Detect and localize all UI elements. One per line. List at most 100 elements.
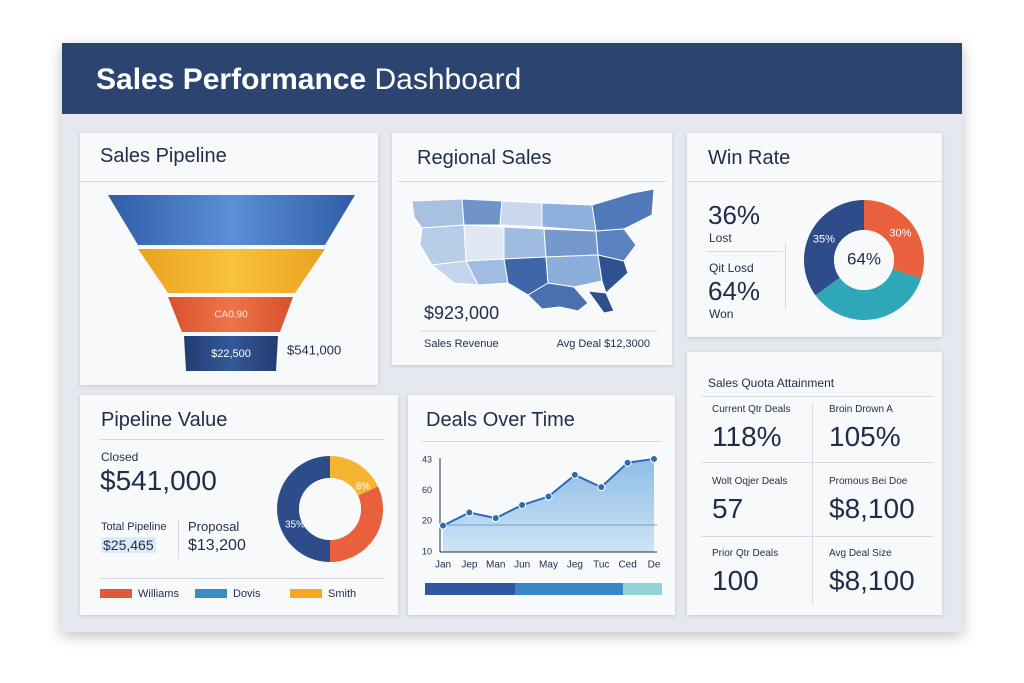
- x-tick-label: Tuc: [593, 560, 609, 571]
- sub-label: Qit Losd: [709, 261, 754, 275]
- x-tick-label: De: [648, 560, 661, 571]
- donut-segment: [815, 269, 922, 320]
- card-title: Win Rate: [708, 147, 791, 169]
- quota-label: Wolt Oqjer Deals: [712, 476, 788, 487]
- progress-segment: [425, 583, 515, 595]
- won-value: 64%: [708, 276, 761, 306]
- x-tick-label: Jan: [435, 560, 451, 571]
- donut-segment: [330, 456, 378, 496]
- card-title: Pipeline Value: [101, 409, 228, 431]
- divider: [80, 181, 378, 182]
- proposal-value: $13,200: [188, 537, 246, 554]
- us-map: $923,000 Sales Revenue Avg Deal $12,3000: [411, 188, 658, 350]
- point: [570, 470, 579, 479]
- area: [443, 458, 654, 552]
- legend-label: Smith: [328, 588, 356, 600]
- x-tick-label: Jun: [514, 560, 530, 571]
- quota-value: $8,100: [829, 493, 915, 524]
- donut-segment: [277, 456, 330, 562]
- point: [491, 514, 500, 523]
- x-tick-label: Man: [486, 560, 505, 571]
- donut-hole: [834, 230, 894, 290]
- pipeline-donut: 8% 35% Williams Dovis Smith: [100, 456, 384, 600]
- divider: [701, 396, 933, 397]
- header: Sales Performance Dashboard: [62, 43, 962, 114]
- divider: [701, 462, 933, 463]
- legend-swatch: [100, 589, 132, 598]
- point: [465, 508, 474, 517]
- pipeline-value-card: Pipeline Value Closed $541,000 Total Pip…: [80, 395, 398, 615]
- donut-center: 64%: [847, 249, 881, 268]
- quota-label: Promous Bei Doe: [829, 476, 908, 487]
- regional-avg: Avg Deal $12,3000: [557, 338, 650, 350]
- won-label: Won: [709, 307, 734, 321]
- point: [439, 521, 447, 530]
- stage-label: CA0.90: [214, 310, 248, 321]
- card-title: Sales Quota Attainment: [708, 376, 835, 390]
- y-tick-label: 43: [422, 454, 432, 464]
- segment-annotation: 8%: [356, 482, 371, 493]
- x-tick-label: May: [539, 560, 558, 571]
- closed-value: $541,000: [100, 465, 217, 496]
- legend-swatch: [195, 589, 227, 598]
- regional-total: $923,000: [424, 303, 499, 323]
- x-tick-label: Ced: [618, 560, 636, 571]
- point: [544, 492, 553, 501]
- card-title: Deals Over Time: [426, 409, 575, 431]
- divider: [100, 578, 384, 579]
- regional-caption: Sales Revenue: [424, 338, 499, 350]
- title-rest: Dashboard: [374, 63, 522, 96]
- header-title: Sales Performance Dashboard: [96, 63, 521, 97]
- regional-card: Regional Sales $923,000 Sales Revenue Av…: [392, 133, 672, 365]
- quota-label: Current Qtr Deals: [712, 404, 791, 415]
- point: [597, 483, 606, 492]
- win-rate-card: Win Rate 36% Lost Qit Losd 64% Won 30% 35…: [687, 133, 942, 337]
- donut-segment: [803, 200, 864, 296]
- x-tick-label: Jep: [461, 560, 478, 571]
- divider: [701, 536, 933, 537]
- legend-label: Williams: [138, 588, 179, 600]
- donut-segment: [864, 200, 924, 279]
- title-bold: Sales Performance: [96, 63, 367, 96]
- side-label: $541,000: [287, 342, 341, 357]
- quota-value: 105%: [829, 421, 901, 452]
- quota-card: Sales Quota Attainment Current Qtr Deals…: [687, 352, 942, 615]
- point: [518, 501, 527, 509]
- total-label: Total Pipeline: [101, 521, 167, 533]
- quota-label: Broin Drown A: [829, 404, 893, 415]
- segment-label: 30%: [889, 227, 911, 239]
- segment-annotation: 35%: [285, 520, 305, 531]
- map-regions: [411, 188, 655, 314]
- legend-swatch: [290, 589, 322, 598]
- funnel: CA0.90 $22,500 $541,000: [108, 195, 355, 371]
- funnel-stage: [184, 336, 278, 371]
- point: [623, 458, 632, 467]
- quota-value: 57: [712, 493, 744, 524]
- donut-hole: [299, 478, 361, 540]
- y-tick-label: 10: [422, 546, 432, 556]
- progress-segment: [515, 583, 623, 595]
- stage-label: $22,500: [211, 348, 251, 360]
- segment-label: 35%: [813, 233, 835, 245]
- divider: [100, 439, 384, 440]
- proposal-label: Proposal: [188, 519, 240, 534]
- quota-value: $8,100: [829, 565, 915, 596]
- x-tick-label: Jeg: [567, 560, 583, 571]
- divider: [422, 441, 662, 442]
- card-title: Sales Pipeline: [100, 145, 227, 167]
- point: [650, 454, 658, 463]
- lost-value: 36%: [708, 200, 761, 230]
- deals-card: Deals Over Time 43 60 20 10 Jan Jep Man Jun May J…: [408, 395, 675, 615]
- divider: [178, 519, 179, 559]
- pipeline-card: Sales Pipeline CA0.90 $22,500 $541,000: [80, 133, 378, 385]
- card-title: Regional Sales: [417, 147, 552, 169]
- divider: [707, 251, 783, 252]
- funnel-stage: [108, 195, 355, 245]
- legend-label: Dovis: [233, 588, 261, 600]
- divider: [785, 243, 786, 309]
- win-donut: 30% 35% 64%: [803, 200, 924, 320]
- funnel-stage: [138, 249, 325, 293]
- y-tick-label: 60: [422, 485, 432, 495]
